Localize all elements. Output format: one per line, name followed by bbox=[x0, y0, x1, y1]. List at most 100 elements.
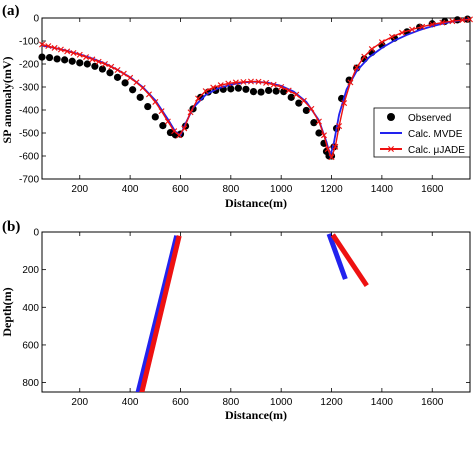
x-marker-stroke bbox=[315, 118, 322, 125]
x-marker-stroke bbox=[83, 54, 90, 61]
mvde-body-line bbox=[135, 235, 180, 392]
x-marker-stroke bbox=[388, 33, 395, 40]
x-marker-stroke bbox=[409, 26, 416, 33]
x-marker bbox=[171, 128, 178, 135]
x-marker bbox=[320, 132, 327, 139]
x-marker-stroke bbox=[127, 74, 134, 81]
x-marker bbox=[76, 51, 83, 58]
x-marker bbox=[133, 79, 140, 86]
x-marker bbox=[217, 82, 224, 89]
legend-mvde-label: Calc. MVDE bbox=[408, 129, 463, 140]
x-marker bbox=[39, 41, 45, 48]
observed-point bbox=[38, 53, 46, 61]
x-marker-stroke bbox=[347, 79, 354, 86]
x-marker-stroke bbox=[336, 123, 343, 130]
x-tick-label: 1600 bbox=[421, 184, 444, 195]
x-marker bbox=[255, 78, 262, 85]
y-tick-label: -500 bbox=[19, 129, 39, 140]
observed-point bbox=[159, 122, 167, 130]
observed-point bbox=[234, 84, 242, 92]
observed-point bbox=[302, 106, 310, 115]
y-tick-label: -100 bbox=[19, 37, 39, 48]
x-tick-label: 400 bbox=[122, 184, 139, 195]
observed-point bbox=[61, 56, 69, 64]
x-marker-stroke bbox=[419, 23, 426, 30]
panel-b-label: (b) bbox=[2, 219, 20, 235]
observed-point bbox=[136, 93, 144, 101]
legend: Observed Calc. MVDE Calc. μJADE bbox=[373, 107, 471, 158]
observed-point bbox=[98, 65, 107, 73]
x-marker bbox=[95, 58, 102, 65]
legend-observed-label: Observed bbox=[408, 113, 451, 124]
observed-point bbox=[242, 85, 250, 93]
x-marker bbox=[361, 53, 368, 60]
y-tick-label: -400 bbox=[19, 106, 39, 117]
x-marker-stroke bbox=[133, 79, 140, 86]
x-marker-stroke bbox=[187, 109, 194, 116]
x-marker-stroke bbox=[76, 51, 83, 58]
x-marker bbox=[409, 26, 416, 33]
y-tick-label: -300 bbox=[19, 83, 39, 94]
x-marker bbox=[429, 21, 436, 28]
x-tick-label: 1000 bbox=[270, 397, 293, 408]
x-marker-stroke bbox=[181, 125, 188, 132]
panel-a-series bbox=[38, 15, 473, 161]
observed-point bbox=[113, 73, 122, 81]
observed-point bbox=[151, 113, 159, 121]
x-marker bbox=[308, 105, 315, 112]
x-marker-stroke bbox=[285, 87, 292, 94]
x-marker bbox=[114, 66, 121, 73]
y-tick-label: 800 bbox=[22, 378, 39, 389]
y-tick-label: -700 bbox=[19, 175, 39, 186]
panel-b-chart: 200 400 600 800 1000 1200 1400 1600 0 200 400 600 8… bbox=[0, 228, 471, 422]
x-marker-stroke bbox=[114, 66, 121, 73]
x-marker bbox=[439, 19, 446, 26]
observed-point bbox=[280, 88, 288, 96]
x-marker-stroke bbox=[64, 48, 71, 55]
x-marker bbox=[195, 95, 202, 102]
y-tick-label: -200 bbox=[19, 60, 39, 71]
x-tick-label: 1200 bbox=[320, 184, 343, 195]
x-marker bbox=[232, 79, 239, 86]
x-tick-label: 400 bbox=[122, 397, 139, 408]
panel-a-chart: 200 400 600 800 1000 1200 1400 1600 0 -100 -200 -3… bbox=[0, 14, 473, 210]
observed-point bbox=[264, 86, 273, 95]
x-marker bbox=[285, 87, 292, 94]
y-tick-label: 200 bbox=[22, 265, 39, 276]
panel-a-y-axis-label: SP anomaly(mV) bbox=[0, 56, 14, 143]
x-marker bbox=[108, 63, 115, 70]
x-marker-stroke bbox=[293, 91, 300, 98]
x-marker-stroke bbox=[324, 146, 331, 153]
x-marker bbox=[225, 80, 232, 87]
observed-point bbox=[45, 53, 54, 62]
x-marker bbox=[449, 18, 456, 25]
x-marker-stroke bbox=[353, 64, 360, 71]
x-tick-label: 1400 bbox=[371, 397, 394, 408]
x-marker bbox=[127, 74, 134, 81]
x-marker bbox=[324, 146, 331, 153]
panel-a-label: (a) bbox=[2, 3, 20, 19]
x-marker bbox=[176, 132, 183, 139]
x-marker-stroke bbox=[152, 98, 159, 105]
y-tick-label: 400 bbox=[22, 303, 39, 314]
panel-b-series bbox=[135, 233, 369, 392]
x-marker bbox=[328, 154, 335, 161]
x-marker-stroke bbox=[378, 39, 385, 46]
x-marker-stroke bbox=[263, 79, 270, 86]
x-marker bbox=[300, 97, 307, 104]
x-marker bbox=[64, 48, 71, 55]
x-tick-label: 1400 bbox=[371, 184, 394, 195]
observed-point bbox=[287, 93, 295, 101]
x-marker-stroke bbox=[108, 63, 115, 70]
observed-point bbox=[91, 62, 99, 70]
x-marker bbox=[332, 143, 339, 150]
x-marker-stroke bbox=[341, 100, 348, 107]
x-marker bbox=[83, 54, 90, 61]
x-marker-stroke bbox=[467, 16, 473, 23]
x-marker-stroke bbox=[332, 143, 339, 150]
x-marker-stroke bbox=[95, 58, 102, 65]
x-marker bbox=[210, 84, 217, 91]
x-marker-stroke bbox=[255, 78, 262, 85]
x-marker-stroke bbox=[388, 146, 394, 152]
observed-point bbox=[129, 86, 137, 94]
